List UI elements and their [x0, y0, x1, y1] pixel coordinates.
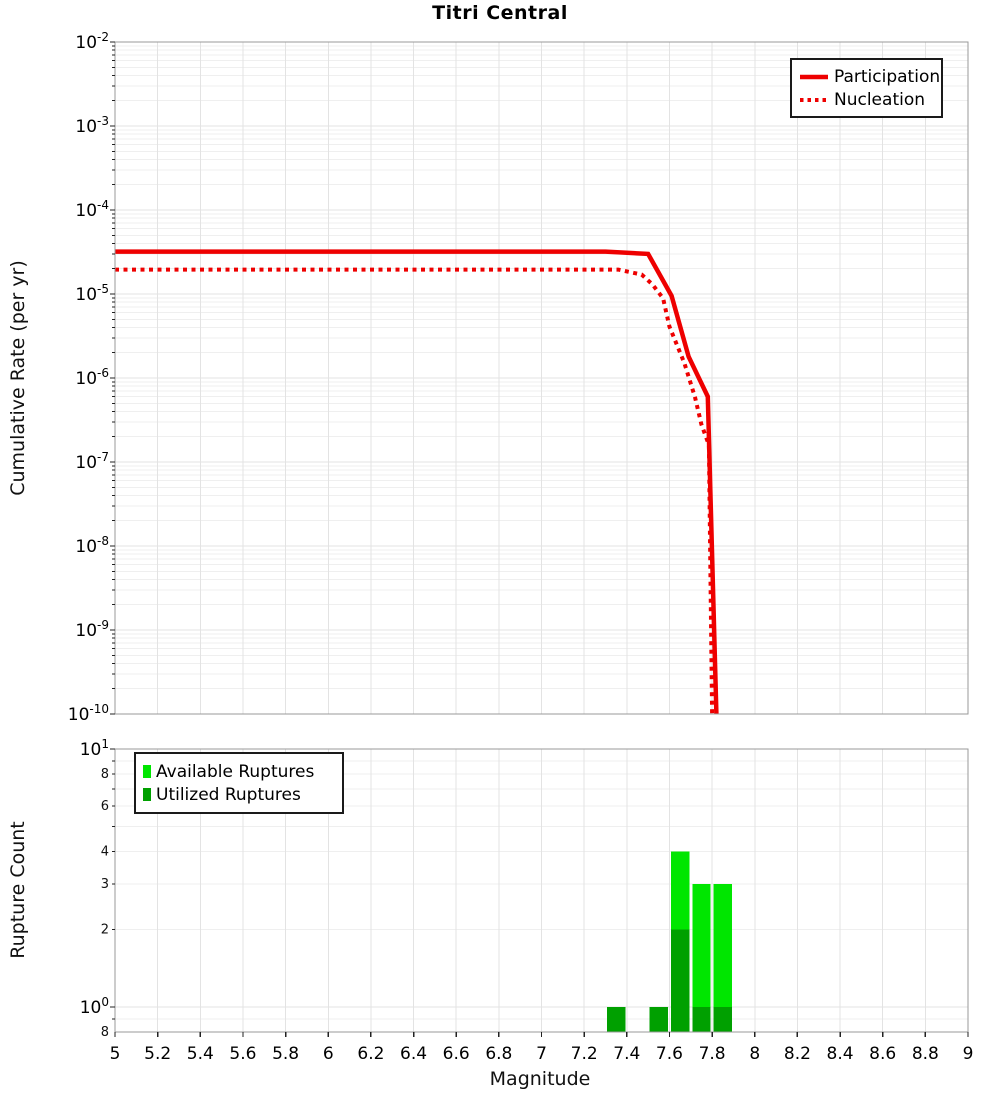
y-minor-tick-label: 6	[101, 799, 109, 814]
bottom-legend: Available Ruptures Utilized Ruptures	[134, 752, 344, 814]
x-tick-label: 5.4	[187, 1044, 214, 1064]
y-tick-label: 10-9	[75, 618, 109, 641]
y-tick-label: 10-7	[75, 450, 109, 473]
x-tick-label: 8.4	[827, 1044, 854, 1064]
nucleation-line-sample	[800, 97, 828, 102]
x-tick-label: 5.2	[144, 1044, 171, 1064]
x-tick-label: 8	[749, 1044, 760, 1064]
y-minor-tick-label: 3	[101, 877, 109, 892]
x-tick-label: 7.8	[699, 1044, 726, 1064]
legend-label-nucleation: Nucleation	[834, 89, 926, 110]
x-tick-label: 7.4	[613, 1044, 640, 1064]
utilized-bar	[713, 1006, 732, 1032]
available-bar	[692, 883, 711, 1032]
x-tick-label: 5.6	[229, 1044, 256, 1064]
x-tick-label: 6.8	[485, 1044, 512, 1064]
x-tick-label: 5	[110, 1044, 121, 1064]
y-tick-label: 10-8	[75, 534, 109, 557]
x-tick-label: 9	[963, 1044, 974, 1064]
available-bar	[713, 883, 732, 1032]
legend-label-utilized: Utilized Ruptures	[156, 784, 301, 805]
x-tick-label: 6.6	[443, 1044, 470, 1064]
y-minor-tick-label: 4	[101, 845, 109, 860]
legend-item-utilized: Utilized Ruptures	[143, 785, 335, 805]
y-tick-label: 101	[80, 737, 109, 760]
utilized-bar	[670, 929, 690, 1032]
y-tick-label: 10-3	[75, 114, 109, 137]
chart-title: Titri Central	[432, 2, 568, 24]
utilized-bar	[649, 1006, 668, 1032]
x-tick-label: 8.2	[784, 1044, 811, 1064]
y-minor-tick-label: 8	[101, 1025, 109, 1040]
legend-item-available: Available Ruptures	[143, 762, 335, 782]
x-axis-label: Magnitude	[489, 1068, 591, 1090]
axes-spines	[110, 41, 969, 1037]
tick-labels: 10-2 10-3 10-4 10-5 10-6 10-7 10-8 10-9 10-10 101…	[68, 30, 974, 1064]
y-tick-label: 100	[80, 995, 109, 1018]
utilized-bar	[606, 1006, 626, 1032]
top-y-axis-label: Cumulative Rate (per yr)	[7, 260, 29, 496]
x-tick-label: 7.2	[571, 1044, 598, 1064]
y-tick-label: 10-2	[75, 30, 109, 53]
x-tick-label: 6	[323, 1044, 334, 1064]
x-tick-label: 6.4	[400, 1044, 427, 1064]
y-tick-label: 10-4	[75, 198, 109, 221]
y-tick-label: 10-5	[75, 282, 109, 305]
gridlines	[115, 42, 968, 1032]
participation-line-sample	[800, 74, 828, 79]
x-tick-label: 8.6	[869, 1044, 896, 1064]
utilized-bar	[692, 1006, 711, 1032]
utilized-ruptures-swatch	[143, 788, 151, 801]
rate-curves	[115, 249, 719, 715]
x-tick-label: 6.2	[357, 1044, 384, 1064]
nucleation-line	[115, 267, 715, 715]
y-tick-label: 10-10	[68, 702, 109, 725]
y-tick-label: 10-6	[75, 366, 109, 389]
legend-label-available: Available Ruptures	[156, 761, 315, 782]
x-tick-label: 8.8	[912, 1044, 939, 1064]
legend-item-nucleation: Nucleation	[799, 90, 934, 110]
participation-line	[115, 249, 719, 715]
top-legend: Participation Nucleation	[790, 58, 943, 118]
y-minor-tick-label: 2	[101, 922, 109, 937]
y-minor-tick-label: 8	[101, 767, 109, 782]
bottom-y-axis-label: Rupture Count	[7, 821, 29, 959]
histogram-bars	[606, 851, 732, 1032]
x-tick-label: 7.6	[656, 1044, 683, 1064]
legend-label-participation: Participation	[834, 66, 941, 87]
available-ruptures-swatch	[143, 765, 151, 778]
x-tick-label: 5.8	[272, 1044, 299, 1064]
x-tick-label: 7	[536, 1044, 547, 1064]
legend-item-participation: Participation	[799, 67, 940, 87]
